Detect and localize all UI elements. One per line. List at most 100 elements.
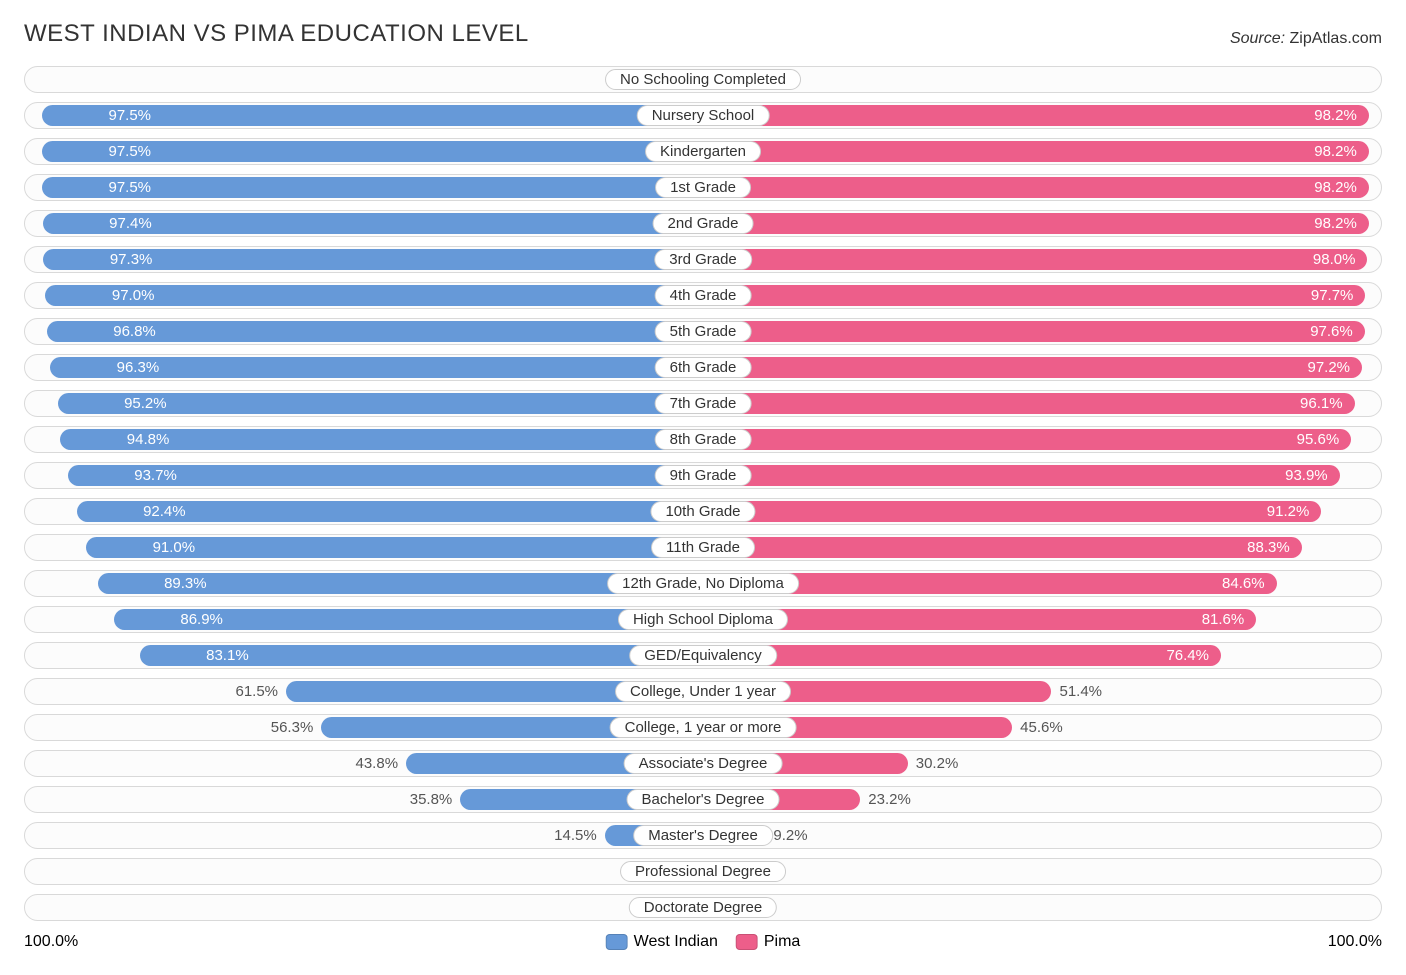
value-left: 97.5%	[96, 139, 151, 164]
chart-footer: 100.0% West Indian Pima 100.0%	[24, 930, 1382, 954]
category-label: College, 1 year or more	[610, 717, 797, 738]
value-left: 94.8%	[115, 427, 170, 452]
chart-row: 43.8% 30.2% Associate's Degree	[24, 750, 1382, 777]
source-name: ZipAtlas.com	[1290, 30, 1382, 47]
chart-row: 1.6%1.3%Doctorate Degree	[24, 894, 1382, 921]
category-label: Bachelor's Degree	[627, 789, 780, 810]
value-left: 89.3%	[152, 571, 207, 596]
value-left: 83.1%	[194, 643, 249, 668]
chart-row: 94.8% 95.6% 8th Grade	[24, 426, 1382, 453]
chart-row: 35.8% 23.2% Bachelor's Degree	[24, 786, 1382, 813]
chart-header: WEST INDIAN VS PIMA EDUCATION LEVEL Sour…	[24, 20, 1382, 48]
value-right: 93.9%	[1285, 463, 1340, 488]
axis-right-max: 100.0%	[1328, 933, 1382, 951]
category-label: 9th Grade	[655, 465, 752, 486]
chart-row: 14.5%9.2%Master's Degree	[24, 822, 1382, 849]
bar-right	[703, 177, 1369, 198]
chart-row: 97.5%98.2%1st Grade	[24, 174, 1382, 201]
chart-row: 97.0% 97.7% 4th Grade	[24, 282, 1382, 309]
bar-right	[703, 213, 1369, 234]
chart-row: 2.5%2.1%No Schooling Completed	[24, 66, 1382, 93]
category-label: 12th Grade, No Diploma	[607, 573, 799, 594]
category-label: Associate's Degree	[624, 753, 783, 774]
value-right: 97.6%	[1310, 319, 1365, 344]
legend-swatch-right	[736, 934, 758, 950]
value-right: 95.6%	[1297, 427, 1352, 452]
value-left: 97.5%	[96, 175, 151, 200]
chart-row: 97.5%98.2%Nursery School	[24, 102, 1382, 129]
chart-row: 95.2%96.1%7th Grade	[24, 390, 1382, 417]
value-left: 95.2%	[112, 391, 167, 416]
chart-row: 96.8% 97.6% 5th Grade	[24, 318, 1382, 345]
value-left: 86.9%	[168, 607, 223, 632]
value-left: 96.8%	[101, 319, 156, 344]
legend-item-left: West Indian	[606, 933, 718, 951]
chart-row: 89.3% 84.6% 12th Grade, No Diploma	[24, 570, 1382, 597]
value-right: 98.2%	[1314, 175, 1369, 200]
axis-left-max: 100.0%	[24, 933, 78, 951]
category-label: 2nd Grade	[653, 213, 754, 234]
chart-source: Source: ZipAtlas.com	[1230, 30, 1382, 48]
category-label: 10th Grade	[650, 501, 755, 522]
value-left: 97.4%	[97, 211, 152, 236]
category-label: Master's Degree	[633, 825, 773, 846]
value-right: 98.0%	[1313, 247, 1368, 272]
value-right: 23.2%	[860, 787, 911, 812]
value-right: 76.4%	[1166, 643, 1221, 668]
value-left: 97.0%	[100, 283, 155, 308]
value-left: 14.5%	[554, 823, 605, 848]
value-right: 88.3%	[1247, 535, 1302, 560]
chart-row: 97.4%98.2%2nd Grade	[24, 210, 1382, 237]
value-right: 45.6%	[1012, 715, 1063, 740]
bar-right	[703, 357, 1362, 378]
value-left: 97.3%	[98, 247, 153, 272]
value-left: 92.4%	[131, 499, 186, 524]
value-left: 35.8%	[410, 787, 461, 812]
bar-right	[703, 105, 1369, 126]
bar-right	[703, 141, 1369, 162]
legend-label-left: West Indian	[634, 933, 718, 951]
legend-item-right: Pima	[736, 933, 800, 951]
value-right: 30.2%	[908, 751, 959, 776]
chart-row: 96.3%97.2%6th Grade	[24, 354, 1382, 381]
value-right: 98.2%	[1314, 139, 1369, 164]
chart-row: 93.7%93.9%9th Grade	[24, 462, 1382, 489]
category-label: GED/Equivalency	[629, 645, 777, 666]
value-right: 81.6%	[1202, 607, 1257, 632]
category-label: 8th Grade	[655, 429, 752, 450]
source-label: Source:	[1230, 30, 1285, 47]
chart-title: WEST INDIAN VS PIMA EDUCATION LEVEL	[24, 20, 529, 48]
value-right: 97.7%	[1311, 283, 1366, 308]
value-left: 43.8%	[356, 751, 407, 776]
bar-right	[703, 501, 1321, 522]
legend-label-right: Pima	[764, 933, 800, 951]
category-label: 4th Grade	[655, 285, 752, 306]
value-right: 84.6%	[1222, 571, 1277, 596]
bar-right	[703, 249, 1367, 270]
chart-row: 4.1%3.3%Professional Degree	[24, 858, 1382, 885]
category-label: Professional Degree	[620, 861, 786, 882]
category-label: 5th Grade	[655, 321, 752, 342]
bar-right	[703, 645, 1221, 666]
category-label: 11th Grade	[651, 537, 755, 558]
value-right: 98.2%	[1314, 103, 1369, 128]
diverging-bar-chart: 2.5%2.1%No Schooling Completed 97.5% 98.2%…	[24, 66, 1382, 921]
legend-swatch-left	[606, 934, 628, 950]
bar-right	[703, 285, 1365, 306]
value-left: 61.5%	[235, 679, 286, 704]
value-right: 91.2%	[1267, 499, 1322, 524]
category-label: 3rd Grade	[654, 249, 752, 270]
value-left: 97.5%	[96, 103, 151, 128]
chart-row: 97.5%98.2%Kindergarten	[24, 138, 1382, 165]
category-label: College, Under 1 year	[615, 681, 791, 702]
bar-right	[703, 537, 1302, 558]
bar-right	[703, 321, 1365, 342]
bar-right	[703, 429, 1351, 450]
chart-row: 61.5%51.4%College, Under 1 year	[24, 678, 1382, 705]
chart-row: 92.4% 91.2% 10th Grade	[24, 498, 1382, 525]
chart-row: 56.3%45.6%College, 1 year or more	[24, 714, 1382, 741]
value-left: 96.3%	[105, 355, 160, 380]
value-left: 91.0%	[141, 535, 196, 560]
chart-row: 83.1% 76.4% GED/Equivalency	[24, 642, 1382, 669]
chart-row: 97.3% 98.0% 3rd Grade	[24, 246, 1382, 273]
